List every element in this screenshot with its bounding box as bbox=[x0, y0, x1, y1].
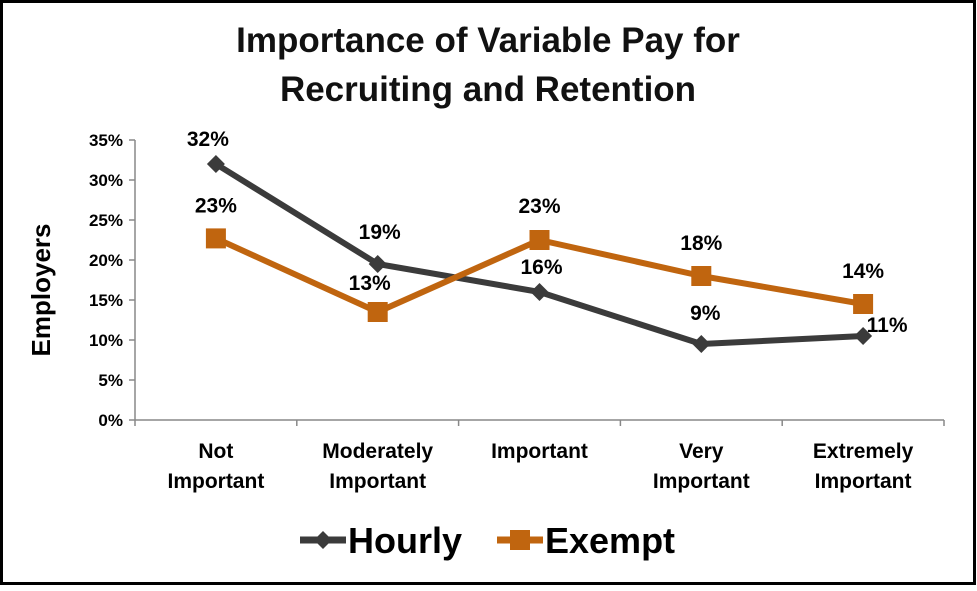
series-hourly-marker bbox=[692, 335, 711, 353]
series-hourly bbox=[206, 155, 873, 353]
data-label: 13% bbox=[349, 272, 391, 295]
series-hourly-marker bbox=[206, 155, 225, 173]
series-layer: 32% 19% 16% 9% 11% 23% 13% 23% 18% 14% bbox=[187, 128, 908, 353]
chart-title-line-1: Importance of Variable Pay for bbox=[236, 21, 740, 60]
y-axis-label: Employers bbox=[26, 224, 56, 357]
legend-label: Hourly bbox=[348, 520, 462, 561]
series-hourly-marker bbox=[368, 255, 387, 273]
legend: Hourly Exempt bbox=[300, 520, 675, 561]
data-label: 18% bbox=[680, 232, 722, 255]
data-label: 16% bbox=[520, 256, 562, 279]
x-tick-label: Not bbox=[198, 440, 233, 463]
chart-title-line-2: Recruiting and Retention bbox=[280, 70, 696, 109]
y-tick-label: 35% bbox=[89, 131, 123, 150]
series-exempt-marker bbox=[691, 266, 712, 286]
series-exempt-marker bbox=[205, 228, 226, 249]
legend-hourly-marker bbox=[314, 531, 332, 549]
legend-item-exempt: Exempt bbox=[497, 520, 675, 561]
series-hourly-marker bbox=[530, 283, 549, 301]
x-tick-label: Important bbox=[653, 470, 750, 493]
series-exempt-marker bbox=[529, 230, 550, 250]
data-label: 11% bbox=[867, 314, 908, 337]
y-tick-label: 20% bbox=[89, 251, 123, 270]
x-tick-label: Important bbox=[491, 440, 588, 463]
series-exempt-marker bbox=[367, 302, 388, 322]
data-label: 23% bbox=[195, 194, 237, 217]
x-tick-label: Moderately bbox=[322, 440, 433, 463]
series-exempt-marker bbox=[853, 294, 874, 314]
y-tick-label: 30% bbox=[89, 171, 123, 190]
y-tick-label: 15% bbox=[89, 291, 123, 310]
legend-item-hourly: Hourly bbox=[300, 520, 462, 561]
series-exempt bbox=[205, 228, 874, 322]
data-labels-hourly: 32% 19% 16% 9% 11% bbox=[187, 128, 908, 337]
x-tick-label: Important bbox=[329, 470, 426, 493]
y-tick-label: 10% bbox=[89, 331, 123, 350]
legend-exempt-marker bbox=[510, 530, 530, 550]
data-label: 9% bbox=[690, 302, 721, 325]
legend-label: Exempt bbox=[545, 520, 675, 561]
data-label: 32% bbox=[187, 128, 229, 151]
x-tick-label: Extremely bbox=[813, 440, 914, 463]
data-labels-exempt: 23% 13% 23% 18% 14% bbox=[195, 194, 885, 295]
data-label: 14% bbox=[842, 260, 884, 283]
x-tick-label: Important bbox=[815, 470, 912, 493]
data-label: 23% bbox=[518, 195, 560, 218]
y-tick-label: 5% bbox=[98, 371, 123, 390]
x-tick-label: Very bbox=[679, 440, 724, 463]
data-label: 19% bbox=[359, 221, 401, 244]
y-tick-label: 25% bbox=[89, 211, 123, 230]
y-tick-label: 0% bbox=[98, 411, 123, 430]
x-tick-label: Important bbox=[167, 470, 264, 493]
axes: 0% 5% 10% 15% 20% 25% 30% 35% Not Important Modera… bbox=[89, 131, 945, 493]
series-hourly-marker bbox=[854, 327, 873, 345]
